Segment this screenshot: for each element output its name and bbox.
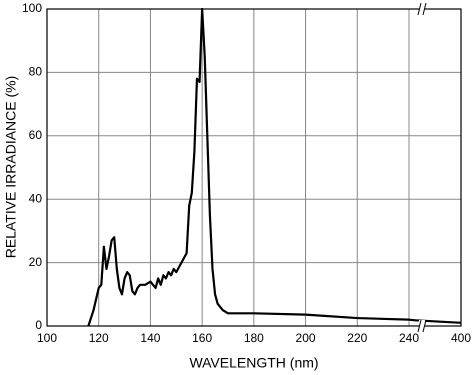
y-tick-label: 0 — [35, 318, 42, 332]
x-tick-label: 400 — [451, 331, 471, 345]
y-tick-label: 80 — [29, 65, 43, 79]
axis-break-gap — [419, 320, 425, 332]
y-tick-label: 60 — [29, 128, 43, 142]
axis-break — [417, 319, 427, 333]
y-axis-title: RELATIVE IRRADIANCE (%) — [3, 76, 19, 259]
y-tick-label: 100 — [22, 1, 42, 15]
x-tick-label: 100 — [37, 331, 57, 345]
x-tick-label: 160 — [192, 331, 212, 345]
x-tick-label: 220 — [347, 331, 367, 345]
y-tick-label: 20 — [29, 255, 43, 269]
y-tick-label: 40 — [29, 191, 43, 205]
line — [87, 7, 462, 327]
x-axis-title: WAVELENGTH (nm) — [189, 355, 318, 371]
x-tick-label: 200 — [296, 331, 316, 345]
x-tick-label: 140 — [140, 331, 160, 345]
plot-frame — [46, 8, 462, 327]
axis-break-gap — [419, 3, 425, 15]
x-tick-label: 120 — [89, 331, 109, 345]
axis-break — [417, 2, 427, 16]
x-tick-label: 240 — [399, 331, 419, 345]
x-tick-label: 180 — [244, 331, 264, 345]
